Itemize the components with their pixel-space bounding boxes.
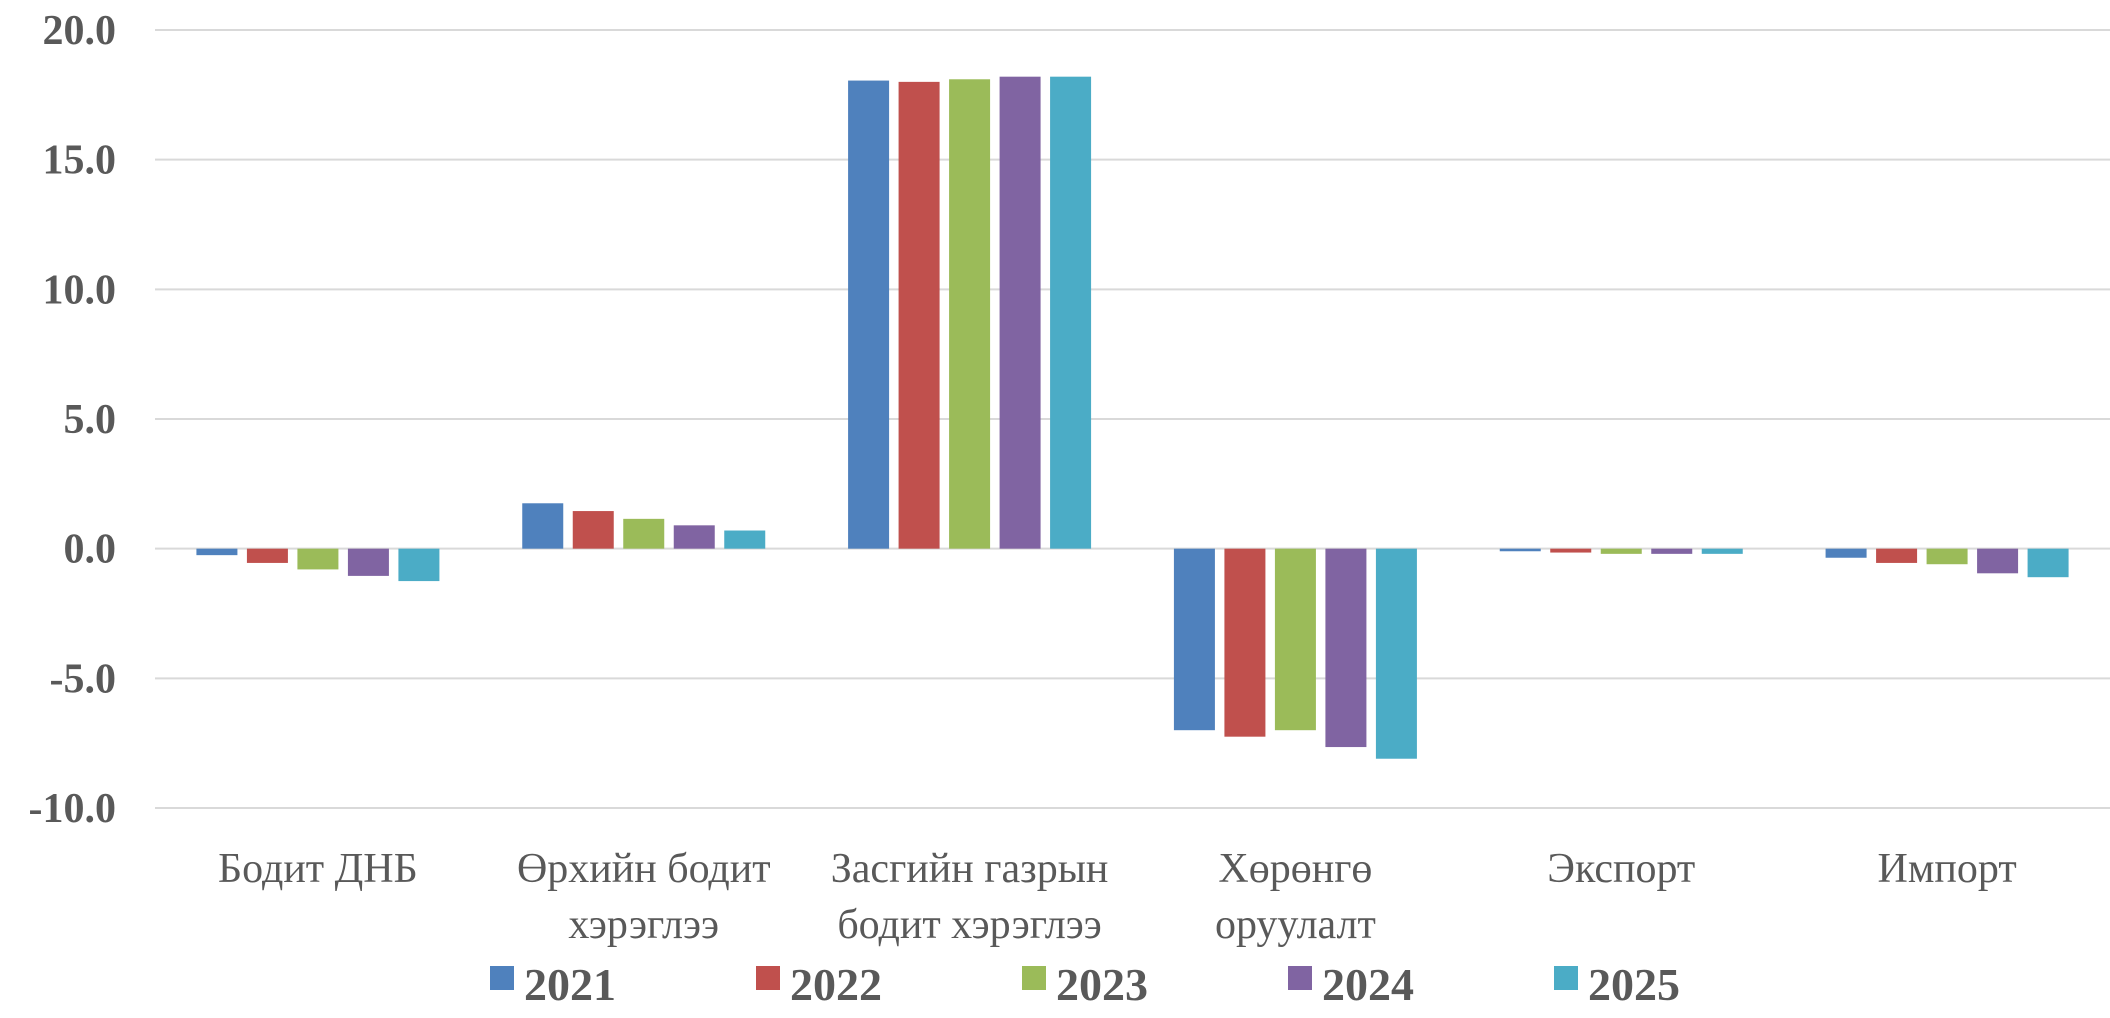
legend-swatch-2024	[1288, 966, 1312, 990]
x-tick-label: Импорт	[1877, 846, 2016, 892]
gridlines	[155, 29, 2110, 809]
bar-2024-4	[1325, 548, 1367, 748]
bar-2022-2	[572, 511, 614, 549]
bar-2024-5	[1651, 548, 1693, 554]
legend-label-2025: 2025	[1588, 959, 1680, 1010]
bar-2024-1	[347, 548, 389, 576]
bar-2023-6	[1926, 548, 1968, 565]
bar-2025-3	[1050, 76, 1092, 549]
y-tick-label: 0.0	[64, 527, 117, 573]
bar-2025-1	[398, 548, 440, 582]
bars	[196, 76, 2069, 759]
bar-2021-1	[196, 548, 238, 556]
legend-swatch-2022	[756, 966, 780, 990]
legend: 2021 2022 2023 2024 2025	[490, 959, 1680, 1010]
bar-2025-6	[2027, 548, 2069, 578]
legend-label-2021: 2021	[524, 959, 616, 1010]
bar-2023-3	[949, 79, 991, 549]
legend-swatch-2025	[1554, 966, 1578, 990]
legend-label-2023: 2023	[1056, 959, 1148, 1010]
y-axis-tick-labels: 20.0 15.0 10.0 5.0 0.0 -5.0 -10.0	[29, 8, 117, 832]
x-tick-label: Хөрөнгө	[1218, 846, 1372, 892]
x-tick-label: Засгийн газрын	[831, 846, 1109, 892]
legend-label-2024: 2024	[1322, 959, 1414, 1010]
bar-2021-6	[1825, 548, 1867, 558]
y-tick-label: 10.0	[43, 267, 117, 313]
bar-2021-4	[1173, 548, 1215, 731]
x-tick-label: Өрхийн бодит	[517, 846, 771, 892]
bar-2024-2	[673, 525, 715, 549]
y-tick-label: 20.0	[43, 8, 117, 54]
legend-swatch-2021	[490, 966, 514, 990]
x-tick-label: хэрэглээ	[568, 902, 719, 948]
bar-2021-2	[522, 503, 564, 549]
x-axis-category-labels: Бодит ДНБ Өрхийн бодит хэрэглээ Засгийн газ…	[218, 846, 2017, 948]
bar-2024-6	[1977, 548, 2019, 574]
x-tick-label: бодит хэрэглээ	[837, 902, 1102, 948]
y-tick-label: -5.0	[50, 656, 117, 702]
bar-2023-4	[1274, 548, 1316, 731]
bar-2023-2	[623, 518, 665, 549]
bar-2022-6	[1876, 548, 1918, 563]
bar-2024-3	[999, 76, 1041, 549]
bar-2023-1	[297, 548, 339, 570]
legend-swatch-2023	[1022, 966, 1046, 990]
y-tick-label: 15.0	[43, 138, 117, 184]
bar-2022-3	[898, 81, 940, 549]
legend-label-2022: 2022	[790, 959, 882, 1010]
bar-2022-5	[1550, 548, 1592, 553]
bar-2025-4	[1375, 548, 1417, 759]
y-tick-label: 5.0	[64, 397, 117, 443]
x-tick-label: оруулалт	[1215, 902, 1376, 948]
bar-2022-4	[1224, 548, 1266, 737]
x-tick-label: Бодит ДНБ	[218, 846, 418, 892]
bar-2021-3	[848, 80, 890, 549]
x-tick-label: Экспорт	[1547, 846, 1695, 892]
bar-2025-5	[1701, 548, 1743, 554]
bar-2025-2	[724, 530, 766, 549]
bar-2023-5	[1600, 548, 1642, 554]
y-tick-label: -10.0	[29, 786, 117, 832]
bar-2021-5	[1499, 548, 1541, 552]
bar-2022-1	[246, 548, 288, 563]
